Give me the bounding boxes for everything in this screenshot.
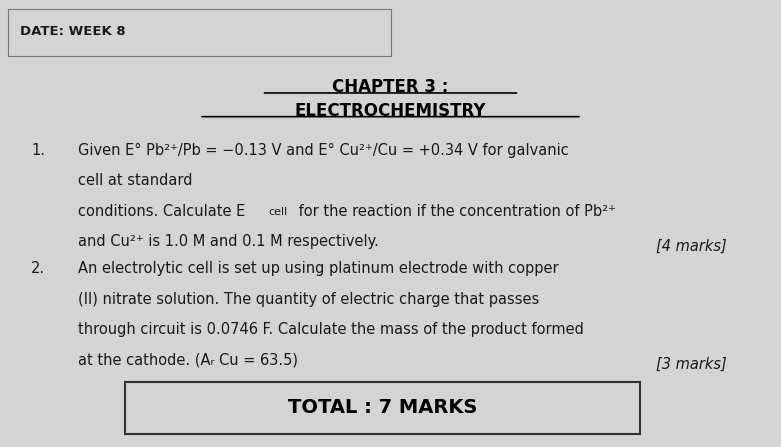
Text: 1.: 1. — [31, 143, 45, 158]
Text: [3 marks]: [3 marks] — [655, 357, 726, 372]
FancyBboxPatch shape — [125, 382, 640, 434]
FancyBboxPatch shape — [8, 9, 390, 56]
Text: [4 marks]: [4 marks] — [655, 239, 726, 254]
Text: ELECTROCHEMISTRY: ELECTROCHEMISTRY — [294, 102, 487, 120]
Text: through circuit is 0.0746 F. Calculate the mass of the product formed: through circuit is 0.0746 F. Calculate t… — [78, 322, 584, 337]
Text: An electrolytic cell is set up using platinum electrode with copper: An electrolytic cell is set up using pla… — [78, 261, 558, 277]
Text: TOTAL : 7 MARKS: TOTAL : 7 MARKS — [288, 398, 477, 417]
Text: DATE: WEEK 8: DATE: WEEK 8 — [20, 25, 125, 38]
Text: conditions. Calculate E: conditions. Calculate E — [78, 204, 245, 219]
Text: CHAPTER 3 :: CHAPTER 3 : — [332, 78, 449, 96]
Text: cell: cell — [269, 207, 288, 217]
Text: at the cathode. (Aᵣ Cu = 63.5): at the cathode. (Aᵣ Cu = 63.5) — [78, 353, 298, 368]
Text: cell at standard: cell at standard — [78, 173, 193, 189]
Text: and Cu²⁺ is 1.0 M and 0.1 M respectively.: and Cu²⁺ is 1.0 M and 0.1 M respectively… — [78, 234, 379, 249]
Text: 2.: 2. — [31, 261, 45, 277]
Text: (II) nitrate solution. The quantity of electric charge that passes: (II) nitrate solution. The quantity of e… — [78, 292, 540, 307]
Text: Given E° Pb²⁺/Pb = −0.13 V and E° Cu²⁺/Cu = +0.34 V for galvanic: Given E° Pb²⁺/Pb = −0.13 V and E° Cu²⁺/C… — [78, 143, 569, 158]
Text: for the reaction if the concentration of Pb²⁺: for the reaction if the concentration of… — [294, 204, 616, 219]
